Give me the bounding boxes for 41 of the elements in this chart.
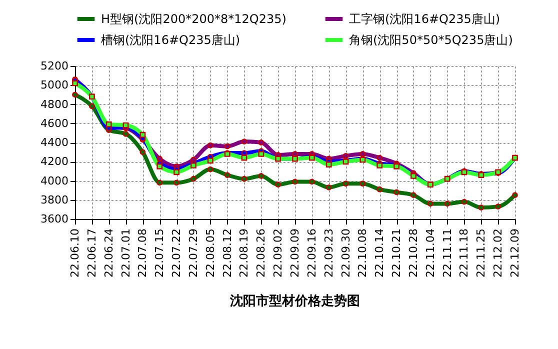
x-tick-label: 22.07.22: [170, 228, 184, 278]
y-tick-label: 3600: [40, 212, 68, 226]
y-tick-label: 4200: [40, 155, 68, 168]
x-tick-label: 22.06.10: [68, 228, 82, 278]
x-tick-label: 22.07.08: [136, 228, 150, 278]
x-tick-label: 22.11.25: [474, 228, 488, 278]
x-tick-label: 22.07.15: [153, 228, 166, 278]
y-tick-label: 4800: [40, 98, 68, 111]
x-tick-label: 22.11.11: [440, 228, 454, 278]
x-tick-label: 22.11.04: [424, 228, 437, 278]
x-tick-label: 22.06.24: [102, 228, 116, 278]
x-tick-label: 22.08.19: [238, 228, 251, 278]
legend-label: 角钢(沈阳50*50*5Q235唐山): [349, 33, 513, 47]
x-tick-label: 22.10.08: [356, 228, 370, 278]
x-tick-label: 22.08.12: [220, 228, 234, 278]
x-tick-label: 22.09.09: [288, 228, 302, 278]
y-tick-label: 4400: [40, 136, 68, 149]
y-tick-label: 4000: [40, 174, 68, 188]
x-tick-label: 22.07.29: [186, 228, 200, 278]
y-tick-label: 5200: [40, 60, 68, 72]
x-tick-label: 22.12.09: [508, 228, 522, 278]
x-tick-label: 22.10.21: [390, 228, 404, 278]
x-tick-label: 22.08.05: [204, 228, 217, 278]
y-tick-label: 5000: [40, 78, 68, 92]
x-tick-label: 22.08.26: [254, 228, 268, 278]
x-tick-label: 22.10.28: [406, 228, 420, 278]
x-tick-label: 22.09.16: [305, 228, 318, 278]
x-tick-label: 22.11.18: [458, 228, 471, 278]
y-tick-label: 4600: [40, 116, 68, 130]
x-tick-label: 22.10.14: [373, 228, 386, 278]
text: 沈阳市型材价格走势图: [229, 292, 360, 309]
legend-label: 槽钢(沈阳16#Q235唐山): [101, 33, 240, 47]
x-tick-label: 22.09.30: [339, 228, 352, 278]
x-tick-label: 22.09.23: [322, 228, 336, 278]
x-tick-label: 22.07.01: [119, 228, 132, 278]
y-tick-label: 3800: [40, 193, 68, 206]
x-tick-label: 22.12.02: [492, 228, 505, 278]
legend-label: 工字钢(沈阳16#Q235唐山): [349, 12, 500, 26]
legend-label: H型钢(沈阳200*200*8*12Q235): [101, 12, 286, 26]
x-tick-label: 22.09.02: [272, 228, 285, 278]
x-tick-label: 22.06.17: [85, 228, 98, 278]
